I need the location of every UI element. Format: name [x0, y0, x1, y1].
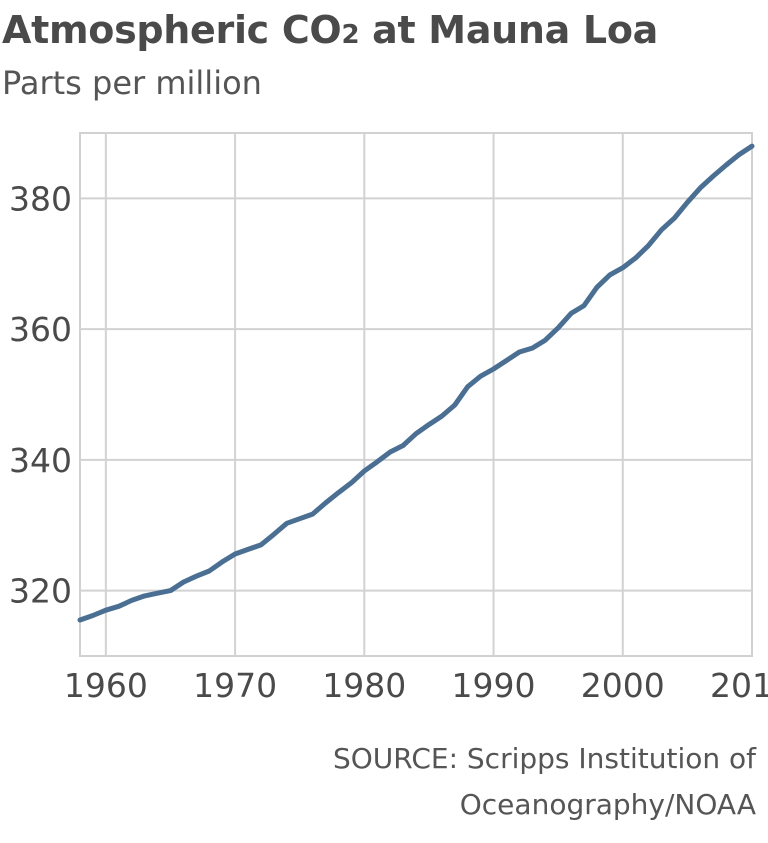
- y-tick-label-320: 320: [9, 572, 72, 611]
- chart-title-suffix: at Mauna Loa: [359, 8, 658, 52]
- source-line-2: Oceanography/NOAA: [459, 788, 756, 821]
- source-note: SOURCE: Scripps Institution of Oceanogra…: [136, 736, 756, 828]
- y-tick-label-340: 340: [9, 441, 72, 480]
- x-tick-label-2010: 2010: [710, 666, 768, 705]
- y-tick-label-380: 380: [9, 179, 72, 218]
- y-axis-tick-labels: 320 340 360 380: [9, 179, 72, 610]
- chart-title-subscript: 2: [341, 20, 360, 50]
- x-tick-label-1990: 1990: [452, 666, 536, 705]
- x-axis-tick-labels: 1960 1970 1980 1990 2000 2010: [64, 666, 768, 705]
- co2-series-line: [77, 143, 755, 623]
- chart-title-text: Atmospheric CO: [2, 8, 342, 52]
- y-tick-label-360: 360: [9, 310, 72, 349]
- grid-lines: [80, 133, 753, 656]
- chart-title: Atmospheric CO2 at Mauna Loa: [2, 8, 658, 52]
- chart-subtitle: Parts per million: [2, 64, 262, 102]
- x-tick-label-1970: 1970: [193, 666, 277, 705]
- x-tick-label-2000: 2000: [581, 666, 665, 705]
- x-tick-label-1980: 1980: [322, 666, 406, 705]
- plot-frame: [79, 132, 753, 657]
- source-line-1: SOURCE: Scripps Institution of: [332, 742, 756, 775]
- x-tick-label-1960: 1960: [64, 666, 148, 705]
